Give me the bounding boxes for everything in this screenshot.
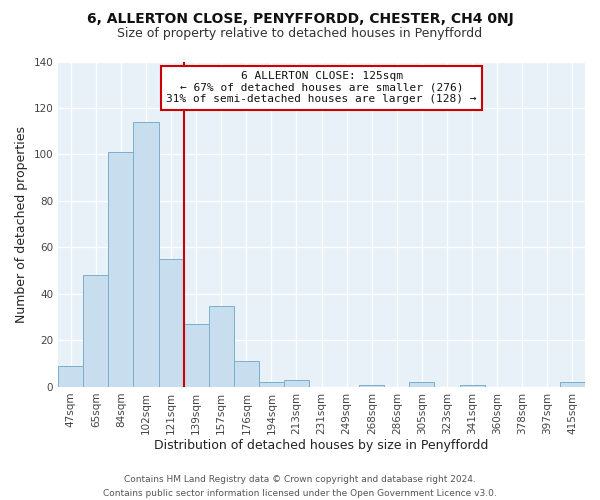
Bar (209, 306, 234, 387)
Bar (259, 382, 284, 387)
Bar (460, 384, 485, 387)
Text: Size of property relative to detached houses in Penyffordd: Size of property relative to detached ho… (118, 28, 482, 40)
Bar (184, 324, 209, 387)
Text: 6 ALLERTON CLOSE: 125sqm
← 67% of detached houses are smaller (276)
31% of semi-: 6 ALLERTON CLOSE: 125sqm ← 67% of detach… (166, 72, 477, 104)
Bar (58, 366, 83, 387)
Bar (284, 380, 309, 387)
Bar (83, 276, 109, 387)
Bar (560, 382, 585, 387)
Bar (158, 259, 184, 387)
Text: 6, ALLERTON CLOSE, PENYFFORDD, CHESTER, CH4 0NJ: 6, ALLERTON CLOSE, PENYFFORDD, CHESTER, … (86, 12, 514, 26)
Bar (109, 152, 133, 387)
Bar (359, 384, 385, 387)
Y-axis label: Number of detached properties: Number of detached properties (15, 126, 28, 322)
Bar (234, 362, 259, 387)
Bar (133, 122, 158, 387)
X-axis label: Distribution of detached houses by size in Penyffordd: Distribution of detached houses by size … (154, 440, 489, 452)
Text: Contains HM Land Registry data © Crown copyright and database right 2024.
Contai: Contains HM Land Registry data © Crown c… (103, 476, 497, 498)
Bar (409, 382, 434, 387)
